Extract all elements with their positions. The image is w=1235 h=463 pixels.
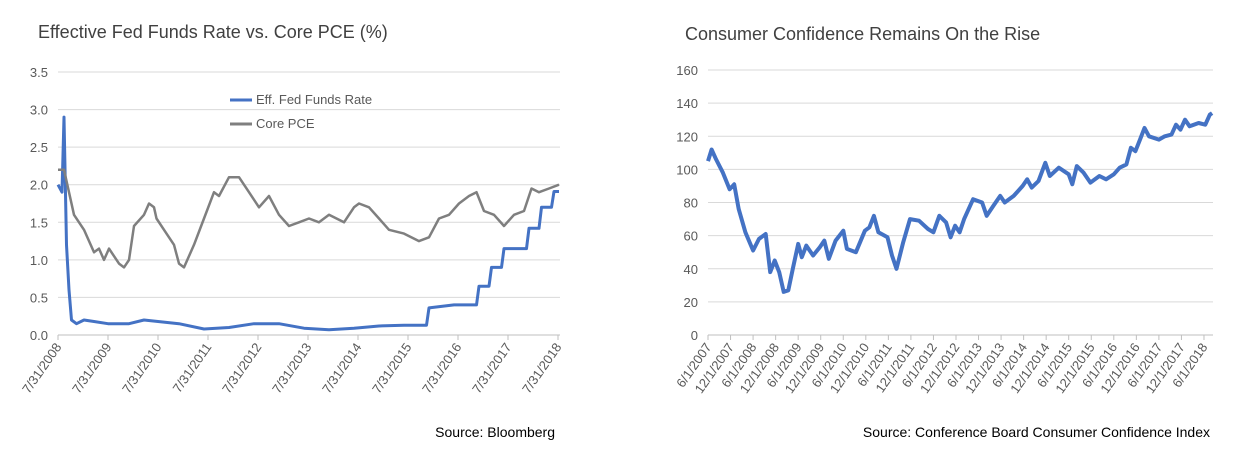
- x-tick-label: 7/31/2010: [119, 340, 164, 396]
- y-tick-label: 60: [684, 229, 698, 244]
- x-tick-label: 7/31/2016: [419, 340, 464, 396]
- y-tick-label: 40: [684, 262, 698, 277]
- legend-label: Eff. Fed Funds Rate: [256, 92, 372, 107]
- y-tick-label: 0: [691, 328, 698, 343]
- source-note: Source: Conference Board Consumer Confid…: [863, 424, 1210, 440]
- y-tick-label: 80: [684, 196, 698, 211]
- x-tick-label: 7/31/2014: [319, 340, 364, 396]
- y-tick-label: 3.5: [30, 65, 48, 80]
- x-tick-label: 7/31/2018: [519, 340, 564, 396]
- y-tick-label: 0.5: [30, 290, 48, 305]
- y-tick-label: 2.0: [30, 178, 48, 193]
- x-tick-label: 7/31/2013: [269, 340, 314, 396]
- y-tick-label: 160: [676, 63, 698, 78]
- x-tick-label: 7/31/2012: [219, 340, 264, 396]
- chart-title: Consumer Confidence Remains On the Rise: [685, 24, 1040, 44]
- x-tick-label: 7/31/2009: [69, 340, 114, 396]
- x-tick-label: 7/31/2017: [469, 340, 514, 396]
- legend-label: Core PCE: [256, 116, 315, 131]
- x-tick-label: 7/31/2011: [170, 340, 215, 395]
- series-line: [58, 168, 560, 269]
- series-line: [706, 111, 1214, 294]
- y-tick-label: 140: [676, 96, 698, 111]
- x-tick-label: 7/31/2008: [19, 340, 64, 396]
- source-note: Source: Bloomberg: [435, 424, 555, 440]
- y-tick-label: 3.0: [30, 103, 48, 118]
- y-tick-label: 0.0: [30, 328, 48, 343]
- y-tick-label: 20: [684, 295, 698, 310]
- y-tick-label: 2.5: [30, 140, 48, 155]
- x-tick-label: 7/31/2015: [369, 340, 414, 396]
- y-tick-label: 1.0: [30, 253, 48, 268]
- y-tick-label: 120: [676, 129, 698, 144]
- chart-title: Effective Fed Funds Rate vs. Core PCE (%…: [38, 22, 388, 42]
- y-tick-label: 100: [676, 162, 698, 177]
- series-line: [56, 115, 559, 332]
- y-tick-label: 1.5: [30, 215, 48, 230]
